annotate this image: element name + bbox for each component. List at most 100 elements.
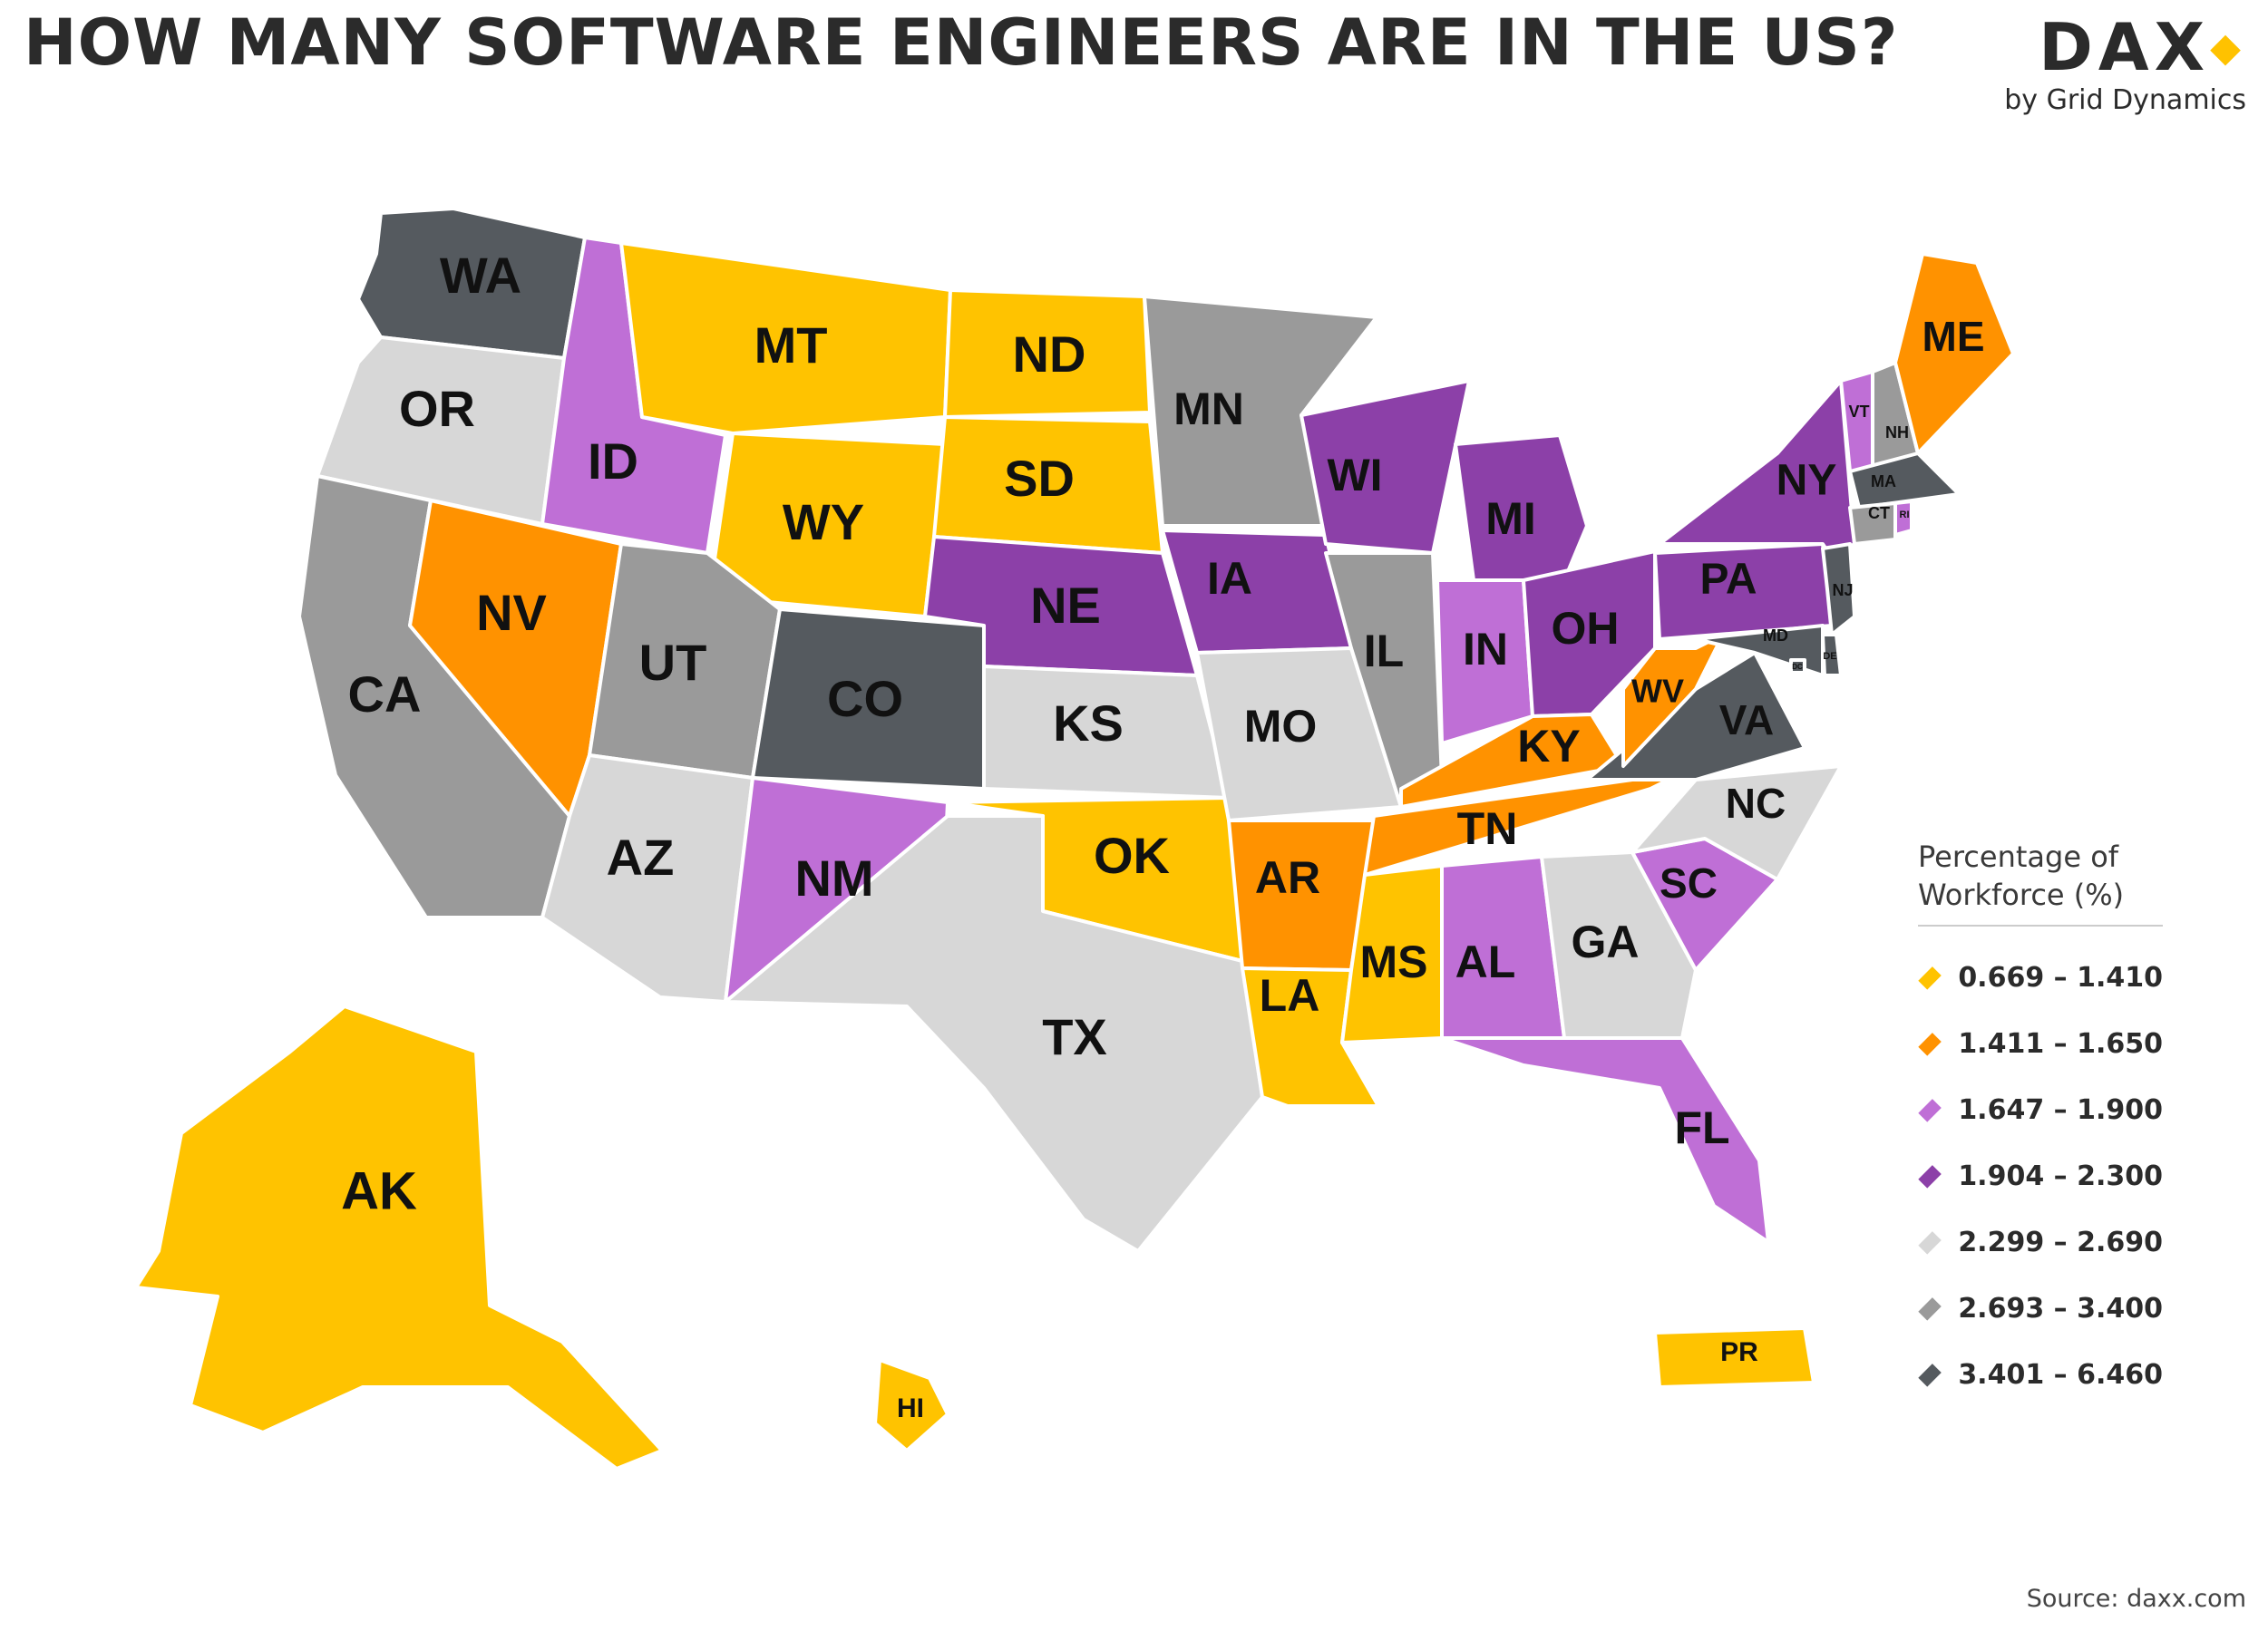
state-ak[interactable] bbox=[134, 1005, 664, 1471]
legend-item: 1.411 – 1.650 bbox=[1918, 1011, 2163, 1077]
state-label-tx: TX bbox=[1042, 1008, 1107, 1065]
state-me[interactable] bbox=[1893, 252, 2015, 455]
state-label-ks: KS bbox=[1053, 694, 1124, 752]
state-label-wi: WI bbox=[1327, 450, 1382, 500]
state-label-ia: IA bbox=[1207, 553, 1252, 604]
state-label-ma: MA bbox=[1871, 472, 1896, 490]
state-label-ar: AR bbox=[1255, 852, 1320, 903]
state-label-wa: WA bbox=[440, 247, 521, 304]
state-ct[interactable] bbox=[1848, 501, 1897, 546]
legend-diamond-icon bbox=[1918, 1296, 1942, 1321]
legend-label: 2.693 – 3.400 bbox=[1958, 1293, 2163, 1325]
state-label-nm: NM bbox=[794, 849, 873, 907]
state-nj[interactable] bbox=[1821, 542, 1856, 636]
state-ri[interactable] bbox=[1893, 500, 1913, 537]
legend-label: 2.299 – 2.690 bbox=[1958, 1227, 2163, 1258]
state-label-hi: HI bbox=[897, 1393, 924, 1423]
legend-diamond-icon bbox=[1918, 1230, 1942, 1255]
brand-subtitle: by Grid Dynamics bbox=[2004, 84, 2246, 116]
state-label-al: AL bbox=[1455, 937, 1516, 987]
state-label-wv: WV bbox=[1631, 673, 1684, 710]
legend-item: 2.693 – 3.400 bbox=[1918, 1276, 2163, 1342]
state-label-nd: ND bbox=[1013, 325, 1086, 383]
legend-label: 1.411 – 1.650 bbox=[1958, 1028, 2163, 1060]
state-nc[interactable] bbox=[1630, 764, 1843, 881]
state-label-nv: NV bbox=[476, 584, 547, 641]
state-label-ut: UT bbox=[639, 634, 707, 691]
state-label-ne: NE bbox=[1030, 577, 1101, 634]
state-labels-layer: WA OR CA ID NV MT WY UT AZ CO NM ND SD N… bbox=[341, 247, 1984, 1423]
states-layer bbox=[134, 207, 2015, 1471]
legend-diamond-icon bbox=[1918, 1032, 1942, 1056]
state-label-mo: MO bbox=[1244, 701, 1318, 752]
state-dc[interactable] bbox=[1789, 658, 1806, 675]
legend-label: 3.401 – 6.460 bbox=[1958, 1359, 2163, 1391]
logo-diamond-icon: ◆ bbox=[2210, 24, 2246, 71]
state-ms[interactable] bbox=[1340, 864, 1444, 1044]
legend-label: 0.669 – 1.410 bbox=[1958, 962, 2163, 994]
state-label-ca: CA bbox=[348, 665, 422, 723]
state-label-mn: MN bbox=[1173, 383, 1244, 434]
legend-item: 2.299 – 2.690 bbox=[1918, 1209, 2163, 1276]
state-label-vt: VT bbox=[1848, 403, 1869, 421]
state-label-ok: OK bbox=[1094, 827, 1170, 884]
state-label-ct: CT bbox=[1868, 504, 1890, 522]
page-title: HOW MANY SOFTWARE ENGINEERS ARE IN THE U… bbox=[24, 5, 1899, 80]
legend-diamond-icon bbox=[1918, 966, 1942, 990]
state-label-pr: PR bbox=[1720, 1337, 1758, 1367]
legend-title: Percentage of Workforce (%) bbox=[1918, 838, 2163, 927]
brand-block: DAX◆ by Grid Dynamics bbox=[2004, 15, 2246, 116]
daxx-logo: DAX◆ bbox=[2039, 9, 2246, 85]
legend-label: 1.904 – 2.300 bbox=[1958, 1160, 2163, 1192]
state-label-ak: AK bbox=[341, 1161, 417, 1220]
source-note: Source: daxx.com bbox=[2026, 1585, 2246, 1613]
state-label-mi: MI bbox=[1485, 493, 1536, 544]
state-label-nc: NC bbox=[1726, 780, 1786, 827]
state-pr[interactable] bbox=[1653, 1326, 1815, 1389]
state-label-nh: NH bbox=[1885, 423, 1909, 442]
state-label-sc: SC bbox=[1660, 859, 1718, 907]
legend-diamond-icon bbox=[1918, 1363, 1942, 1387]
state-tx[interactable] bbox=[724, 814, 1264, 1253]
state-mt[interactable] bbox=[619, 241, 952, 435]
state-label-il: IL bbox=[1364, 626, 1404, 676]
state-label-co: CO bbox=[827, 670, 903, 727]
state-label-pa: PA bbox=[1699, 556, 1757, 604]
state-oh[interactable] bbox=[1522, 549, 1657, 718]
state-label-de: DE bbox=[1823, 651, 1836, 662]
state-label-wy: WY bbox=[783, 493, 864, 550]
state-label-in: IN bbox=[1463, 624, 1508, 675]
state-mi[interactable] bbox=[1454, 433, 1589, 582]
state-hi[interactable] bbox=[873, 1358, 949, 1452]
state-label-mt: MT bbox=[754, 316, 828, 374]
state-label-id: ID bbox=[588, 432, 638, 490]
legend-diamond-icon bbox=[1918, 1098, 1942, 1122]
legend: Percentage of Workforce (%) 0.669 – 1.41… bbox=[1918, 838, 2163, 1408]
state-label-nj: NJ bbox=[1832, 581, 1853, 599]
legend-diamond-icon bbox=[1918, 1164, 1942, 1189]
state-label-md: MD bbox=[1763, 626, 1788, 645]
state-label-ga: GA bbox=[1572, 917, 1640, 967]
state-label-az: AZ bbox=[607, 829, 675, 886]
legend-item: 1.904 – 2.300 bbox=[1918, 1143, 2163, 1209]
legend-item: 3.401 – 6.460 bbox=[1918, 1342, 2163, 1408]
state-label-fl: FL bbox=[1674, 1102, 1729, 1153]
state-ky[interactable] bbox=[1399, 713, 1625, 809]
state-label-ms: MS bbox=[1360, 937, 1428, 987]
state-nd[interactable] bbox=[943, 288, 1152, 419]
legend-item: 1.647 – 1.900 bbox=[1918, 1077, 2163, 1143]
state-ma[interactable] bbox=[1848, 451, 1961, 510]
legend-item: 0.669 – 1.410 bbox=[1918, 945, 2163, 1011]
state-label-me: ME bbox=[1922, 313, 1985, 360]
legend-label: 1.647 – 1.900 bbox=[1958, 1094, 2163, 1126]
state-label-tn: TN bbox=[1457, 803, 1518, 854]
state-label-or: OR bbox=[399, 380, 475, 437]
state-label-oh: OH bbox=[1552, 603, 1620, 654]
state-label-va: VA bbox=[1719, 696, 1775, 743]
state-label-ri: RI bbox=[1900, 510, 1910, 520]
state-label-ny: NY bbox=[1776, 457, 1837, 505]
state-label-sd: SD bbox=[1004, 450, 1075, 507]
state-ia[interactable] bbox=[1161, 529, 1353, 655]
state-fl[interactable] bbox=[1440, 1036, 1770, 1244]
